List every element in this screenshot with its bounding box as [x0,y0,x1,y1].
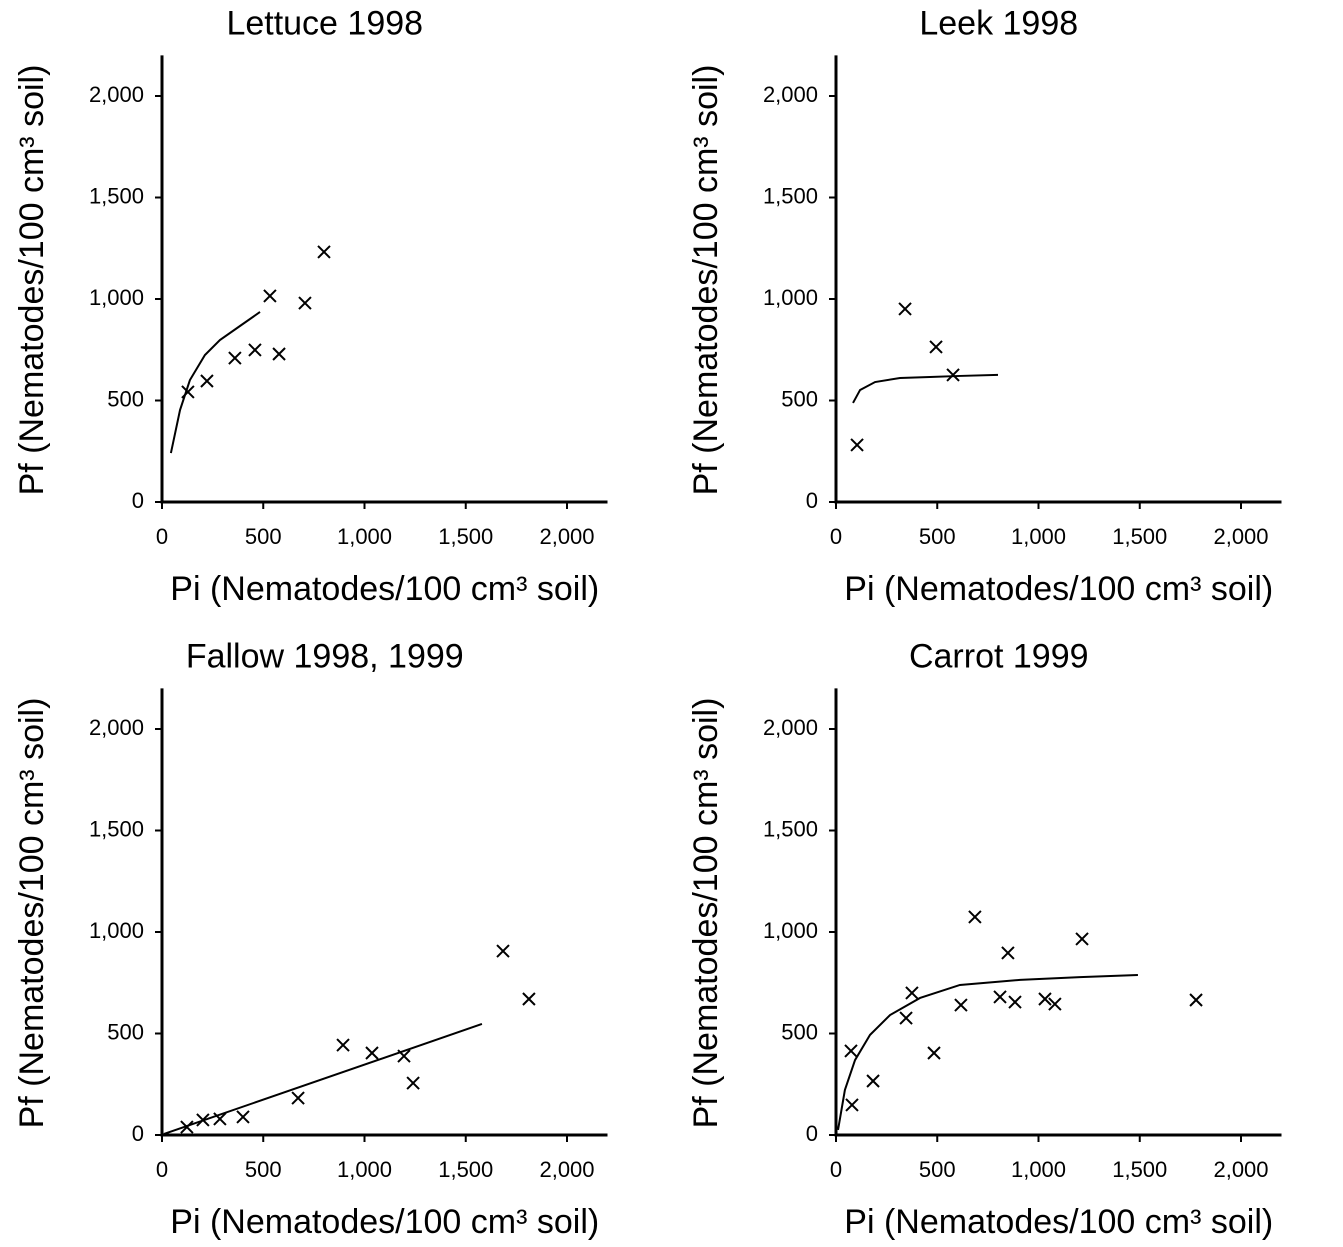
y-tick-label: 1,500 [89,816,144,841]
y-tick-label: 1,000 [89,918,144,943]
marker [927,1046,941,1060]
marker [365,1046,379,1060]
marker [317,245,331,259]
marker [1001,946,1015,960]
marker [1038,992,1052,1006]
marker [898,302,912,316]
marker [200,374,214,388]
x-axis-label: Pi (Nematodes/100 cm³ soil) [844,570,1273,608]
marker [866,1074,880,1088]
marker [496,944,510,958]
marker [968,910,982,924]
fit-line [163,1023,483,1135]
y-tick-label: 0 [806,1121,818,1146]
y-tick-label: 500 [107,386,144,411]
chart-title: Lettuce 1998 [226,4,423,42]
y-tick-label: 2,000 [763,715,818,740]
chart-title: Fallow 1998, 1999 [186,637,464,675]
marker [236,1110,250,1124]
x-tick-label: 1,500 [1112,1157,1167,1182]
x-tick-label: 2,000 [1213,524,1268,549]
marker [213,1112,227,1126]
panel: Fallow 1998, 1999 0 500 1,000 1,500 2,000 0 500… [13,637,608,1241]
marker [844,1044,858,1058]
marker [1075,932,1089,946]
fit-line [852,373,999,404]
x-tick-label: 1,500 [438,1157,493,1182]
marker [929,340,943,354]
marker [228,351,242,365]
marker [993,990,1007,1004]
marker [522,992,536,1006]
x-tick-label: 2,000 [1213,1157,1268,1182]
y-axis-label: Pf (Nematodes/100 cm³ soil) [13,65,51,496]
marker [946,368,960,382]
marker [1048,997,1062,1011]
marker [850,438,864,452]
panel: Leek 1998 0 500 1,000 1,500 2,000 0 500 1,000 1,5… [687,4,1282,608]
marker [272,347,286,361]
marker [1189,993,1203,1007]
marker [298,296,312,310]
x-tick-label: 1,000 [337,1157,392,1182]
y-tick-label: 2,000 [89,82,144,107]
x-axis-label: Pi (Nematodes/100 cm³ soil) [844,1203,1273,1241]
y-tick-label: 500 [107,1019,144,1044]
marker [406,1076,420,1090]
x-tick-label: 2,000 [539,524,594,549]
x-tick-label: 1,500 [1112,524,1167,549]
marker [954,998,968,1012]
y-tick-label: 0 [132,1121,144,1146]
marker [845,1098,859,1112]
y-tick-label: 1,000 [763,918,818,943]
fit-line [169,311,261,454]
panel: Lettuce 1998 0 500 1,000 1,500 2,000 0 500 1,000… [13,4,608,608]
marker [1008,995,1022,1009]
y-tick-label: 2,000 [763,82,818,107]
x-tick-label: 0 [830,1157,842,1182]
y-tick-label: 1,500 [89,183,144,208]
y-tick-label: 0 [132,488,144,513]
y-tick-label: 1,000 [763,285,818,310]
x-tick-label: 1,000 [337,524,392,549]
y-axis-label: Pf (Nematodes/100 cm³ soil) [13,698,51,1129]
x-tick-label: 1,000 [1011,1157,1066,1182]
chart-title: Leek 1998 [919,4,1078,42]
marker [263,289,277,303]
marker [899,1011,913,1025]
x-tick-label: 500 [919,1157,956,1182]
x-tick-label: 500 [245,1157,282,1182]
marker [291,1091,305,1105]
marker [905,986,919,1000]
x-tick-label: 0 [156,1157,168,1182]
x-axis-label: Pi (Nematodes/100 cm³ soil) [170,570,599,608]
x-tick-label: 1,500 [438,524,493,549]
y-tick-label: 500 [781,386,818,411]
y-tick-label: 0 [806,488,818,513]
x-tick-label: 0 [156,524,168,549]
x-tick-label: 2,000 [539,1157,594,1182]
x-tick-label: 1,000 [1011,524,1066,549]
y-tick-label: 1,500 [763,816,818,841]
x-tick-label: 500 [919,524,956,549]
fit-line [837,974,1138,1131]
y-tick-label: 500 [781,1019,818,1044]
panel: Carrot 1999 0 500 1,000 1,500 2,000 0 500 1,000 1… [687,637,1282,1241]
y-tick-label: 1,000 [89,285,144,310]
x-tick-label: 0 [830,524,842,549]
chart-title: Carrot 1999 [909,637,1089,675]
y-tick-label: 1,500 [763,183,818,208]
x-axis-label: Pi (Nematodes/100 cm³ soil) [170,1203,599,1241]
y-axis-label: Pf (Nematodes/100 cm³ soil) [687,698,725,1129]
x-tick-label: 500 [245,524,282,549]
marker [336,1038,350,1052]
y-axis-label: Pf (Nematodes/100 cm³ soil) [687,65,725,496]
marker [248,343,262,357]
y-tick-label: 2,000 [89,715,144,740]
